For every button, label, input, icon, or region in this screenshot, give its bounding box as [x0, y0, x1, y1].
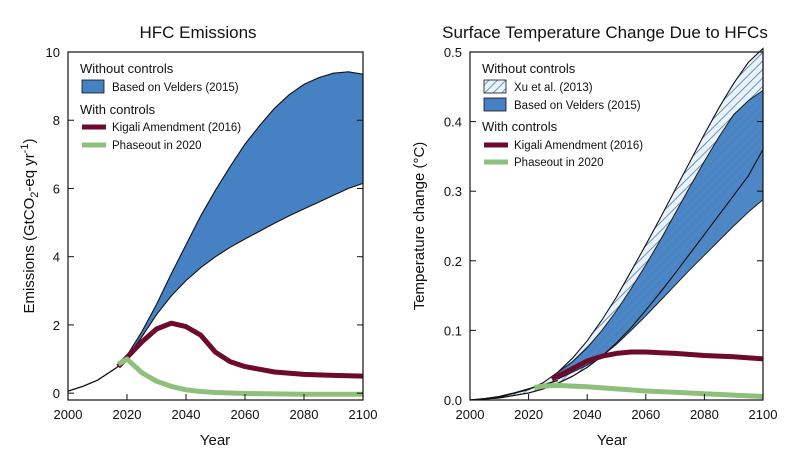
0-x-tick-label: 2080 [290, 407, 319, 422]
legend-without-header: Without controls [482, 61, 576, 76]
legend-hatch-swatch [483, 79, 507, 94]
temperature-legend: Without controls Xu et al. (2013) Based … [482, 61, 643, 169]
legend-band-label: Based on Velders (2015) [514, 100, 641, 112]
emissions-marks [67, 71, 364, 397]
y-axis-title: Temperature change (°C) [411, 142, 428, 311]
temperature-chart: Surface Temperature Change Due to HFCs 2… [411, 23, 777, 449]
1-y-tick-label: 0.5 [444, 45, 462, 60]
1-x-tick-label: 2040 [573, 407, 602, 422]
legend-band-swatch [483, 97, 507, 112]
0-y-tick-label: 10 [46, 45, 60, 60]
legend-kigali-label: Kigali Amendment (2016) [112, 122, 241, 134]
0-x-tick-label: 2040 [172, 407, 201, 422]
0-x-tick-label: 2000 [54, 407, 83, 422]
1-y-tick-label: 0.1 [444, 323, 462, 338]
0-y-tick-label: 2 [53, 318, 60, 333]
chart-title: HFC Emissions [139, 23, 256, 42]
y-axis-title-sub: 2 [29, 192, 41, 198]
1-y-tick-label: 0.3 [444, 184, 462, 199]
chart-title: Surface Temperature Change Due to HFCs [442, 23, 768, 42]
0-x-tick-label: 2100 [349, 407, 378, 422]
emissions-legend: Without controls Based on Velders (2015)… [80, 61, 241, 152]
velders-band [120, 71, 364, 363]
kigali-line [550, 349, 764, 382]
temperature-ticks: 2000 2020 2040 2060 2080 2100 0.0 0.1 0.2 0.3 0.4 0… [444, 45, 778, 422]
y-axis-title-mid: -eq yr [21, 153, 38, 191]
y-axis-title: Emissions (GtCO2-eq yr-1) [19, 138, 41, 313]
1-y-tick-label: 0.2 [444, 254, 462, 269]
x-axis-title: Year [200, 432, 230, 449]
emissions-ticks: 2000 2020 2040 2060 2080 2100 0 2 4 6 8 10 [46, 45, 378, 422]
y-axis-title-end: ) [21, 138, 38, 143]
phaseout-line [534, 382, 764, 399]
y-axis-title-main: Emissions (GtCO [21, 198, 38, 314]
historical-line [67, 363, 122, 392]
legend-band-swatch [81, 79, 105, 94]
emissions-chart: HFC Emissions 2000 2020 2040 2060 2080 210002… [19, 23, 377, 449]
0-y-tick-label: 4 [53, 250, 60, 265]
1-x-tick-label: 2080 [690, 407, 719, 422]
1-x-tick-label: 2060 [631, 407, 660, 422]
plot-frame [67, 51, 364, 401]
legend-kigali-label: Kigali Amendment (2016) [514, 140, 643, 152]
1-y-tick-label: 0.0 [444, 393, 462, 408]
legend-hatch-label: Xu et al. (2013) [514, 82, 593, 94]
legend-with-header: With controls [482, 119, 558, 134]
legend-phaseout-label: Phaseout in 2020 [514, 157, 604, 169]
legend-without-header: Without controls [80, 61, 174, 76]
0-x-tick-label: 2020 [113, 407, 142, 422]
legend-band-label: Based on Velders (2015) [112, 82, 239, 94]
y-axis-title-sup: -1 [19, 143, 31, 153]
1-x-tick-label: 2000 [456, 407, 485, 422]
0-y-tick-label: 0 [53, 386, 60, 401]
legend-phaseout-label: Phaseout in 2020 [112, 140, 202, 152]
x-axis-title: Year [597, 432, 627, 449]
0-y-tick-label: 8 [53, 113, 60, 128]
kigali-line [116, 320, 364, 379]
1-y-tick-label: 0.4 [444, 115, 462, 130]
legend-with-header: With controls [80, 102, 156, 117]
xu-lower-line [469, 149, 764, 401]
0-y-tick-label: 6 [53, 181, 60, 196]
1-x-tick-label: 2020 [514, 407, 543, 422]
0-x-tick-label: 2060 [231, 407, 260, 422]
plot-frame [469, 51, 764, 401]
1-x-tick-label: 2100 [749, 407, 778, 422]
